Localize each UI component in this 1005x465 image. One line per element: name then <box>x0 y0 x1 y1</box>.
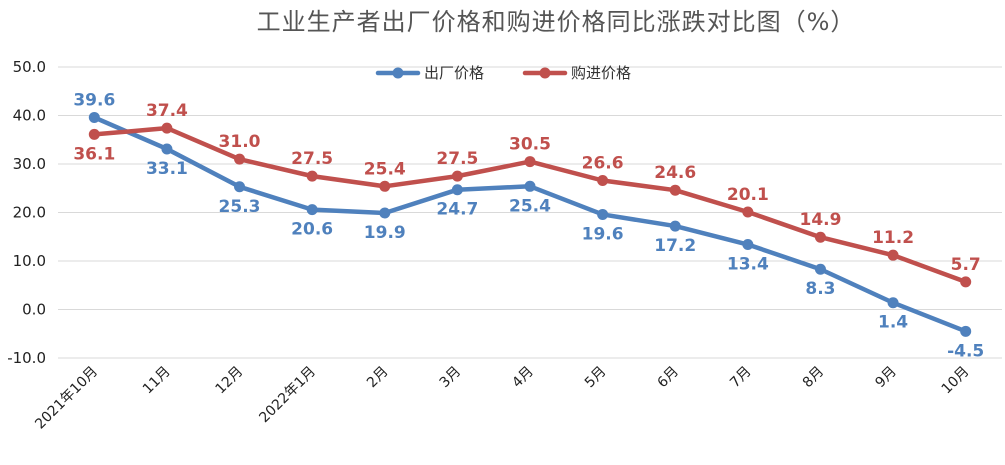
data-point <box>524 180 536 192</box>
data-label: 24.6 <box>654 163 696 183</box>
chart-title: 工业生产者出厂价格和购进价格同比涨跌对比图（%） <box>257 8 856 36</box>
y-tick-label: -10.0 <box>7 349 46 367</box>
data-label: 14.9 <box>799 210 841 230</box>
data-point <box>379 180 391 192</box>
data-point <box>742 206 754 218</box>
data-point <box>669 184 681 196</box>
data-label: 1.4 <box>878 313 908 333</box>
data-point <box>887 249 899 261</box>
y-axis: -10.0 0.0 10.0 20.0 30.0 40.0 50.0 <box>7 58 46 367</box>
data-point <box>814 231 826 243</box>
data-label: 27.5 <box>436 149 478 169</box>
y-tick-label: 20.0 <box>13 204 46 222</box>
y-tick-label: 50.0 <box>13 58 46 76</box>
data-point <box>379 207 391 219</box>
data-label: 39.6 <box>73 90 115 110</box>
data-label: 8.3 <box>805 279 835 299</box>
data-point <box>161 122 173 134</box>
legend-label: 购进价格 <box>571 64 631 82</box>
data-label: 5.7 <box>951 255 981 275</box>
data-label: 11.2 <box>872 228 914 248</box>
y-tick-label: 10.0 <box>13 252 46 270</box>
legend-marker <box>539 67 551 79</box>
data-point <box>306 170 318 182</box>
data-point <box>669 220 681 232</box>
data-label: 19.6 <box>582 224 624 244</box>
data-label: 13.4 <box>727 255 769 275</box>
data-point <box>887 297 899 309</box>
gridlines <box>58 66 1002 359</box>
data-label: 37.4 <box>146 101 188 121</box>
data-point <box>234 181 246 193</box>
data-label: 36.1 <box>73 144 115 164</box>
legend-label: 出厂价格 <box>424 64 484 82</box>
data-label: 20.1 <box>727 185 769 205</box>
data-label: 25.4 <box>509 196 551 216</box>
data-label: 25.4 <box>364 159 406 179</box>
legend: 出厂价格 购进价格 <box>375 64 631 82</box>
data-label: 30.5 <box>509 135 551 155</box>
y-tick-label: 40.0 <box>13 107 46 125</box>
data-label: -4.5 <box>947 341 984 361</box>
data-label: 33.1 <box>146 159 188 179</box>
data-point <box>742 239 754 251</box>
data-point <box>960 276 972 288</box>
series-lines <box>88 111 972 337</box>
data-label: 20.6 <box>291 220 333 240</box>
data-point <box>451 170 463 182</box>
data-point <box>597 208 609 220</box>
data-point <box>88 128 100 140</box>
data-label: 27.5 <box>291 149 333 169</box>
data-point <box>597 174 609 186</box>
data-point <box>306 204 318 216</box>
y-tick-label: 0.0 <box>22 301 46 319</box>
data-point <box>161 143 173 155</box>
data-label: 25.3 <box>219 197 261 217</box>
data-label: 26.6 <box>582 153 624 173</box>
y-tick-label: 30.0 <box>13 155 46 173</box>
data-label: 17.2 <box>654 236 696 256</box>
data-label: 19.9 <box>364 223 406 243</box>
data-point <box>524 156 536 168</box>
data-point <box>814 263 826 275</box>
data-point <box>234 153 246 165</box>
data-point <box>960 325 972 337</box>
data-point <box>88 111 100 123</box>
data-label: 31.0 <box>219 132 261 152</box>
data-labels: 39.6 36.1 33.1 37.4 25.3 31.0 20.6 27.5 19.9 25.4… <box>73 90 984 361</box>
data-label: 24.7 <box>436 200 478 220</box>
legend-marker <box>392 67 404 79</box>
data-point <box>451 184 463 196</box>
